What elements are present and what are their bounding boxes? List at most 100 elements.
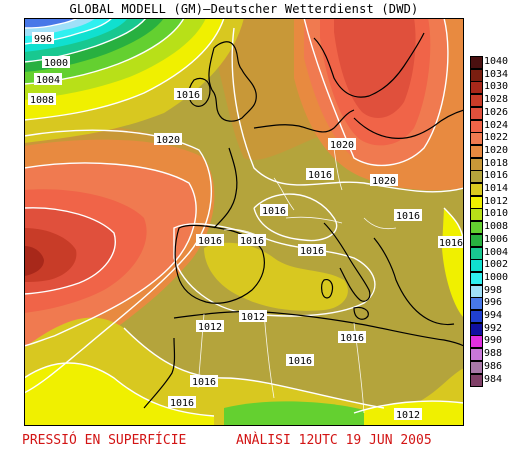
isobar-label: 1016 [168,396,196,409]
isobar-label: 1008 [28,93,56,106]
legend-item: 1006 [470,233,520,247]
map-title: GLOBAL MODELL (GM)–Deutscher Wetterdiens… [69,2,419,16]
isobar-1016-south [123,327,385,409]
legend-label: 992 [484,322,503,334]
legend-label: 1040 [484,56,509,67]
legend-swatch [470,157,483,171]
legend-label: 998 [484,284,503,296]
legend-swatch [470,170,483,184]
isobar-1016-west [24,129,212,394]
legend-item: 1040 [470,56,520,69]
legend-item: 1008 [470,221,520,235]
border-de-pl [333,147,343,191]
legend-swatch [470,144,483,158]
isobar-1020-west [24,162,197,347]
isobar-label: 1004 [34,73,62,86]
legend-label: 1030 [484,81,509,93]
legend-swatch [470,81,483,95]
isobar-label: 1016 [190,375,218,388]
isobar-label-text: 1020 [156,135,180,146]
isobar-label: 1016 [174,88,202,101]
legend-label: 1012 [484,195,509,207]
isobar-1024-west [24,207,116,295]
legend-label: 1016 [484,170,509,182]
isobar-label: 1016 [338,331,366,344]
legend-label: 1002 [484,259,509,271]
coast-west-africa [143,337,176,409]
coast-balkans [373,237,455,326]
legend-label: 1010 [484,208,509,220]
coast-france-atlantic [213,147,238,229]
isobar-label: 1016 [196,234,224,247]
isobar-label: 1016 [306,168,334,181]
isobar-1016-central [253,193,338,242]
legend-label: 1026 [484,106,509,118]
legend-swatch [470,233,483,247]
isobar-label-text: 1008 [30,95,54,106]
isobar-label: 1016 [438,236,464,249]
legend-label: 996 [484,297,503,309]
field-east-1012 [442,208,464,318]
legend-item: 996 [470,297,520,311]
isobar-label-text: 1020 [372,176,396,187]
legend-swatch [470,119,483,133]
legend-label: 1008 [484,221,509,233]
legend-item: 1024 [470,119,520,133]
isobar-label: 1016 [394,209,422,222]
pressure-legend: 1040 1034 1030 1028 1026 1024 1022 1020 1018 1016… [470,56,520,387]
legend-swatch [470,360,483,374]
isobar-label-text: 1020 [330,140,354,151]
legend-item: 1004 [470,246,520,260]
field-south-1012 [24,363,214,426]
legend-item: 1000 [470,271,520,285]
isobar-label-text: 1016 [340,333,364,344]
legend-item: 1026 [470,106,520,120]
coast-sicily [353,306,369,320]
legend-item: 992 [470,322,520,336]
legend-item: 1022 [470,132,520,146]
legend-item: 984 [470,373,520,387]
legend-swatch [470,68,483,82]
legend-item: 1018 [470,157,520,171]
border-alps [285,216,343,224]
field-high-w-1030 [24,246,44,276]
legend-label: 1018 [484,157,509,169]
legend-swatch [470,246,483,260]
isobar-label-text: 1016 [439,238,463,249]
legend-swatch [470,259,483,273]
coast-north-africa [173,310,464,347]
legend-item: 1002 [470,259,520,273]
isobar-1016-ne [231,27,464,193]
legend-label: 1034 [484,68,509,80]
isobar-label: 1012 [239,310,267,323]
isobar-996-nw [24,18,79,29]
legend-item: 1020 [470,144,520,158]
isobar-label-text: 1012 [396,410,420,421]
isobar-label-text: 1016 [176,90,200,101]
legend-label: 986 [484,360,503,372]
isobar-1012-nw [24,18,225,121]
legend-item: 988 [470,348,520,362]
isobar-label: 1020 [370,174,398,187]
isobar-1012-south [24,362,215,417]
field-med-1014 [204,242,348,311]
legend-swatch [470,195,483,209]
legend-swatch [470,132,483,146]
caption-field: PRESSIÓ EN SUPERFÍCIE [22,433,187,448]
isobar-label-text: 1016 [198,236,222,247]
legend-label: 984 [484,373,503,385]
isobar-label: 1016 [286,354,314,367]
isobar-label-text: 1012 [198,322,222,333]
legend-swatch [470,284,483,298]
legend-label: 994 [484,310,503,321]
legend-label: 1014 [484,183,509,194]
isobar-label-text: 1016 [170,398,194,409]
legend-swatch [470,56,483,69]
border-fr-de [273,177,295,211]
coast-north-sea [253,109,355,133]
coast-iberia [174,224,265,304]
legend-swatch [470,208,483,222]
isobar-label-text: 1004 [36,75,60,86]
coast-baltic [353,109,464,139]
legend-item: 1012 [470,195,520,209]
